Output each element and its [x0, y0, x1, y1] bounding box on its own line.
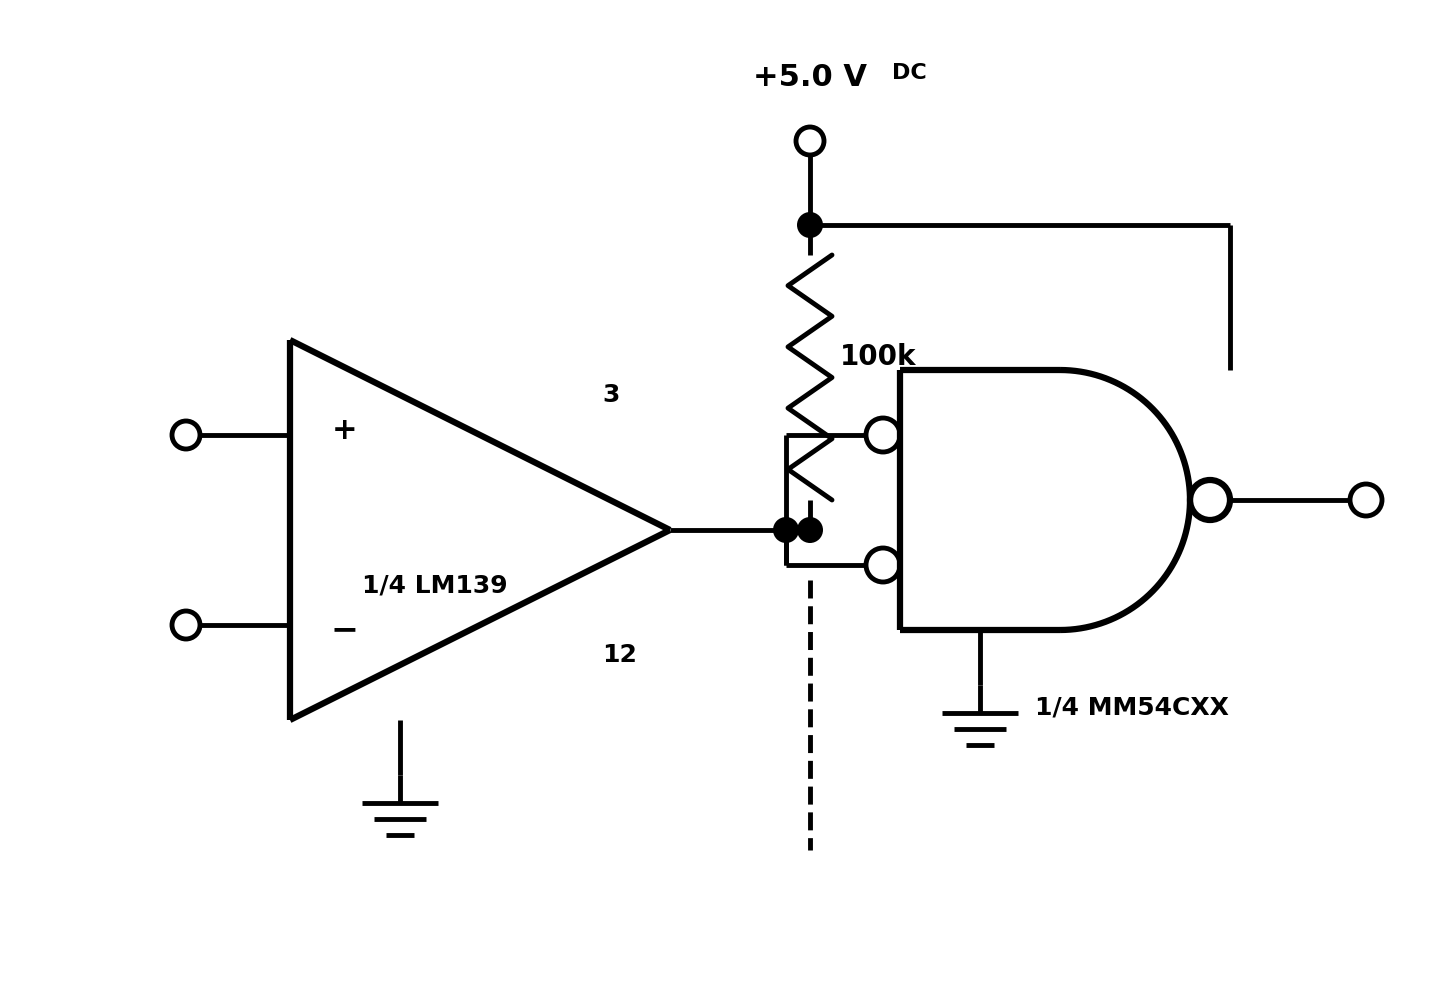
Text: DC: DC: [891, 63, 926, 83]
Text: 1/4 MM54CXX: 1/4 MM54CXX: [1035, 695, 1229, 719]
Circle shape: [797, 212, 823, 238]
Circle shape: [1349, 484, 1381, 516]
Text: 100k: 100k: [840, 343, 916, 371]
Text: +: +: [332, 415, 358, 444]
Text: +5.0 V: +5.0 V: [753, 63, 867, 92]
Text: 1/4 LM139: 1/4 LM139: [362, 573, 507, 597]
Text: −: −: [332, 614, 359, 646]
Circle shape: [867, 548, 900, 582]
Circle shape: [172, 611, 201, 639]
Circle shape: [797, 517, 823, 543]
Text: 12: 12: [602, 643, 637, 667]
Circle shape: [1189, 480, 1230, 520]
Circle shape: [172, 421, 201, 449]
Text: 3: 3: [602, 383, 619, 407]
Circle shape: [774, 517, 800, 543]
Circle shape: [795, 127, 824, 155]
Circle shape: [867, 418, 900, 452]
